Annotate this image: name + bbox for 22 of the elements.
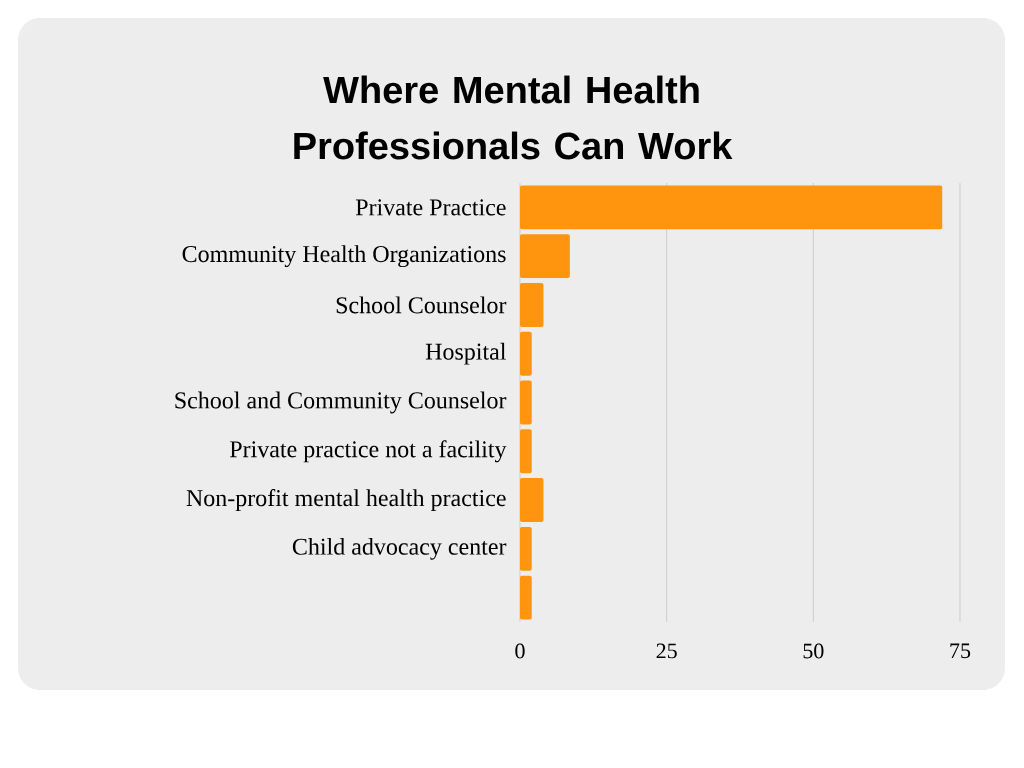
y-tick-label: Private practice not a facility <box>229 440 507 463</box>
bar <box>520 331 532 376</box>
chart-title: Where Mental Health Professionals Can Work <box>294 75 733 160</box>
bar <box>520 380 532 425</box>
y-tick-label: School Counselor <box>336 296 507 314</box>
bar <box>520 283 544 327</box>
y-tick-label: School and Community Counselor <box>175 391 507 414</box>
bar <box>520 185 943 230</box>
bar <box>520 575 532 620</box>
y-tick-label: Hospital <box>425 342 506 365</box>
x-tick-label: 25 <box>656 643 677 659</box>
y-tick-label: Private Practice <box>355 199 506 216</box>
x-tick-label: 0 <box>515 643 525 659</box>
bar <box>520 429 532 474</box>
y-tick-label: Child advocacy center <box>292 537 507 560</box>
y-tick-label: Non-profit mental health practice <box>186 489 506 512</box>
x-tick-label: 50 <box>803 643 824 659</box>
bar <box>520 526 532 571</box>
bar <box>520 234 570 279</box>
bar <box>520 478 544 523</box>
x-tick-label: 75 <box>950 643 971 659</box>
y-tick-label: Community Health Organizations <box>182 245 506 268</box>
